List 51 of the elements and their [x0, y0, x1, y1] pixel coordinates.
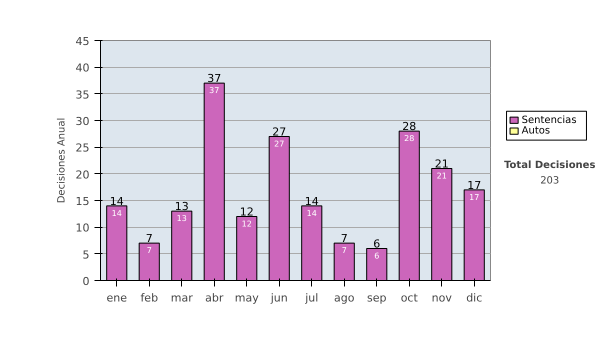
- legend-label: Autos: [522, 126, 550, 137]
- annotation: 27: [274, 140, 284, 148]
- y-tick-label: 20: [76, 168, 90, 182]
- x-tick-label: feb: [140, 292, 158, 304]
- data-label: 21: [434, 158, 449, 170]
- annotation: 6: [374, 252, 380, 260]
- x-tick-label: may: [234, 292, 260, 304]
- x-tick-label: abr: [205, 292, 224, 304]
- data-label: 7: [340, 232, 348, 246]
- data-label: 6: [373, 238, 380, 250]
- text: Total Decisiones: [504, 160, 596, 171]
- y-tick-label: 10: [76, 222, 90, 235]
- annotation: 12: [242, 220, 252, 228]
- data-label: 28: [402, 120, 416, 134]
- annotation: 14: [112, 208, 122, 218]
- x-tick-label: jul: [304, 292, 318, 304]
- x-tick-label: ene: [106, 292, 128, 304]
- x-tick-label: dic: [466, 292, 482, 304]
- x-tick-label: oct: [400, 292, 418, 304]
- y-tick-label: 45: [76, 35, 90, 48]
- data-label: 13: [174, 200, 189, 214]
- y-axis-title: Decisiones Anual: [56, 118, 68, 204]
- annotation: 14: [306, 208, 317, 218]
- text: 203: [540, 176, 560, 187]
- data-label: 7: [146, 232, 153, 246]
- data-label: 14: [304, 194, 319, 208]
- legend-label: Sentencias: [522, 114, 577, 126]
- annotation: 28: [404, 134, 414, 144]
- data-label: 37: [207, 72, 222, 86]
- data-label: 14: [110, 194, 124, 208]
- annotation: 13: [176, 214, 187, 224]
- x-tick-label: jun: [270, 292, 288, 304]
- y-tick-label: 0: [82, 275, 90, 288]
- data-label: 27: [272, 126, 286, 138]
- annotation: 21: [436, 172, 447, 180]
- x-tick-label: sep: [367, 292, 387, 304]
- annotation: 37: [209, 86, 220, 96]
- annotation: 17: [469, 192, 480, 202]
- y-tick-label: 30: [76, 115, 90, 128]
- data-label: 12: [240, 206, 254, 218]
- x-tick-label: mar: [170, 292, 194, 304]
- annotation: 7: [146, 246, 152, 256]
- y-tick-label: 15: [76, 195, 90, 208]
- y-tick-label: 25: [76, 142, 90, 155]
- y-tick-label: 40: [76, 62, 90, 75]
- data-label: 17: [467, 178, 482, 192]
- y-tick-label: 5: [82, 248, 90, 262]
- x-tick-label: nov: [432, 292, 452, 304]
- y-tick-label: 35: [76, 88, 90, 102]
- annotation: 7: [342, 246, 347, 256]
- x-tick-label: ago: [334, 292, 355, 304]
